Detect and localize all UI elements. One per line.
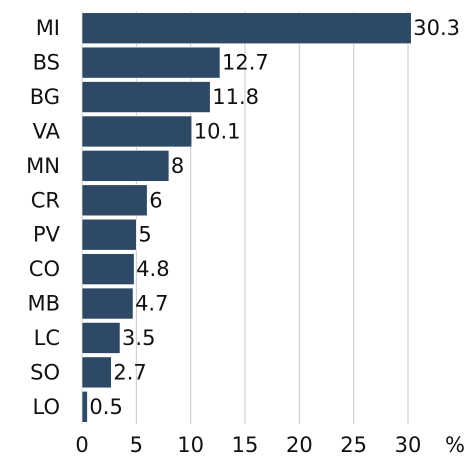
bar <box>81 12 412 44</box>
x-tick-label: 15 <box>232 433 259 457</box>
y-tick-label: MI <box>36 16 60 40</box>
bar <box>81 46 221 79</box>
bar <box>81 391 88 423</box>
y-tick-label: SO <box>30 360 60 384</box>
x-tick-label: 5 <box>130 433 143 457</box>
y-tick-label: LC <box>34 326 60 350</box>
value-label: 4.8 <box>136 257 169 281</box>
value-label: 10.1 <box>194 119 241 143</box>
value-label: 30.3 <box>413 16 460 40</box>
value-label: 5 <box>138 223 151 247</box>
y-tick-label: MB <box>27 292 60 316</box>
x-tick-label: 10 <box>177 433 204 457</box>
bar <box>81 322 121 354</box>
y-tick-label: LO <box>33 395 60 419</box>
bar <box>81 184 148 217</box>
y-tick-label: MN <box>26 154 60 178</box>
bar <box>81 81 211 113</box>
value-label: 12.7 <box>222 51 269 75</box>
y-tick-label: CO <box>29 257 60 281</box>
value-label: 8 <box>171 154 184 178</box>
bar <box>81 356 112 389</box>
y-tick-label: VA <box>33 119 61 143</box>
value-label: 4.7 <box>135 292 168 316</box>
x-tick-label: 25 <box>340 433 367 457</box>
y-tick-label: BS <box>33 51 60 75</box>
y-tick-label: PV <box>33 223 61 247</box>
x-axis-label: % <box>445 433 465 457</box>
bar <box>81 115 193 148</box>
y-tick-label: BG <box>30 85 60 109</box>
value-label: 11.8 <box>212 85 259 109</box>
x-tick-label: 30 <box>395 433 422 457</box>
x-tick-label: 0 <box>75 433 88 457</box>
bar <box>81 287 134 320</box>
value-label: 3.5 <box>122 326 155 350</box>
value-label: 2.7 <box>113 360 146 384</box>
y-tick-label: CR <box>31 188 60 212</box>
bar <box>81 218 137 251</box>
bar <box>81 150 170 182</box>
value-label: 6 <box>149 188 162 212</box>
value-label: 0.5 <box>89 395 122 419</box>
bar <box>81 253 135 285</box>
x-tick-label: 20 <box>286 433 313 457</box>
